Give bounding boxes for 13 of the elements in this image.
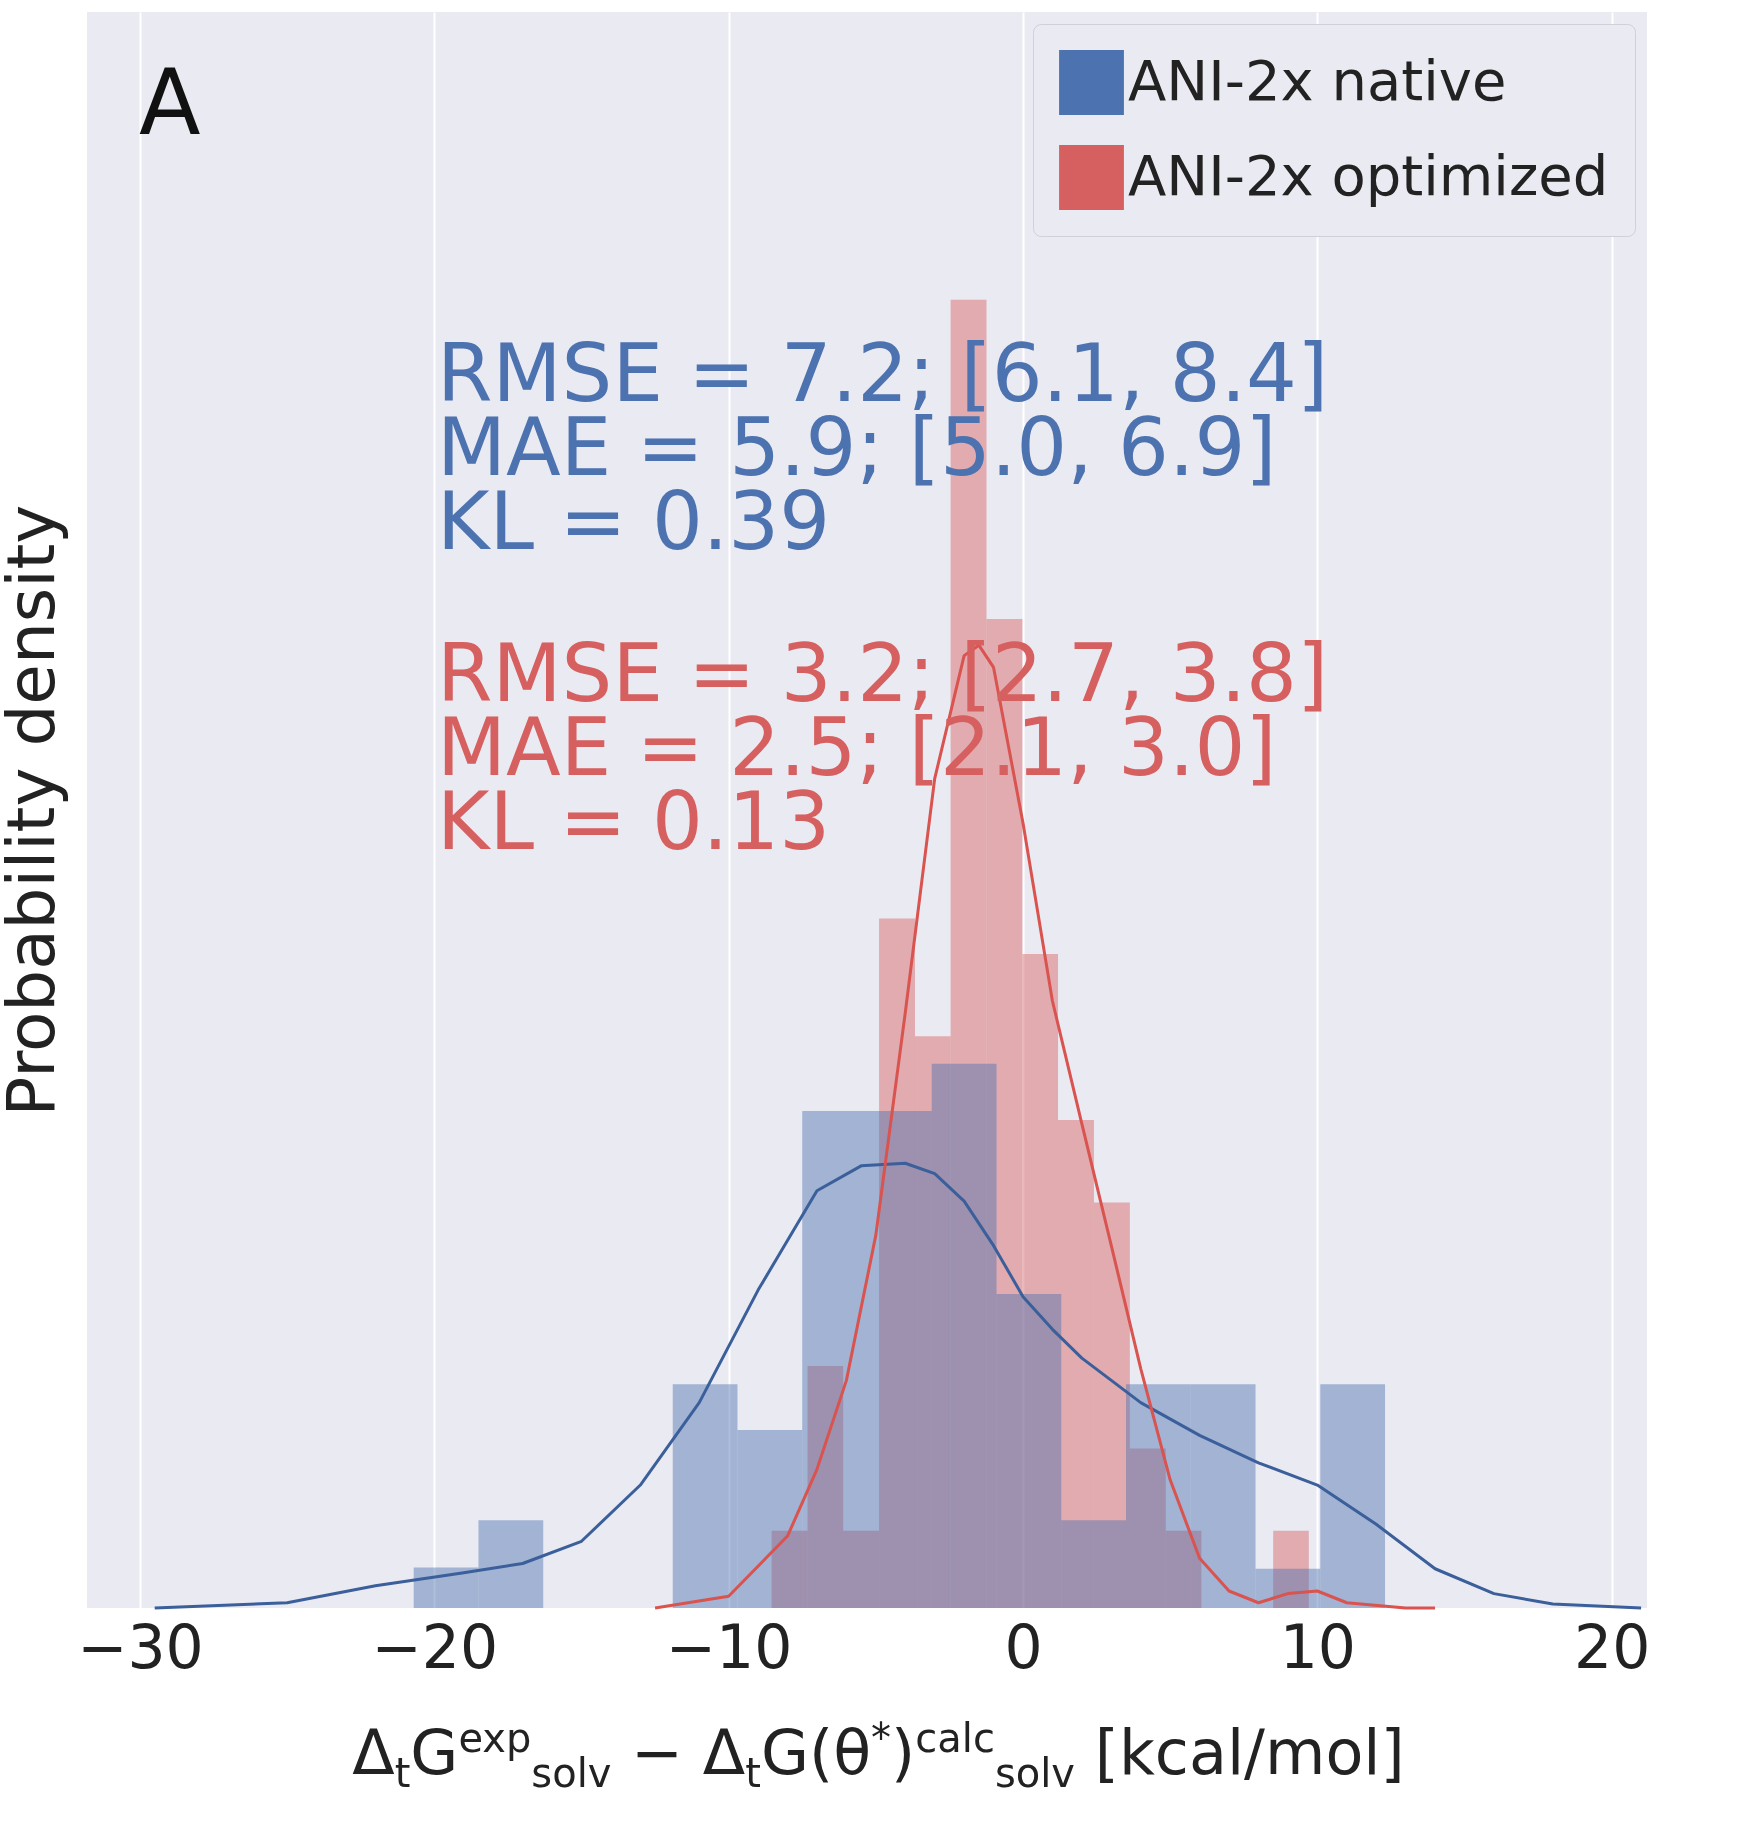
legend-label: ANI-2x optimized [1128, 142, 1609, 208]
x-tick-label: 20 [1574, 1611, 1651, 1682]
x-tick-label: −30 [77, 1611, 204, 1682]
legend-label: ANI-2x native [1128, 47, 1507, 113]
x-tick-label: −20 [371, 1611, 499, 1682]
y-axis-title: Probability density [0, 504, 70, 1117]
annotation: KL = 0.39 [437, 475, 831, 568]
x-tick-label: 0 [1004, 1611, 1043, 1682]
text: Δ$_{t}$G$^{exp}$$_{solv}$ − Δ$_{t}$G(θ$^{*}$)$^{calc}$$_{solv}$ [kcal/mol] [352, 1715, 1405, 1797]
x-tick-label: −10 [665, 1611, 793, 1682]
x-tick-label: 10 [1279, 1611, 1357, 1682]
annotation: KL = 0.13 [437, 775, 831, 868]
text: A [139, 50, 201, 155]
